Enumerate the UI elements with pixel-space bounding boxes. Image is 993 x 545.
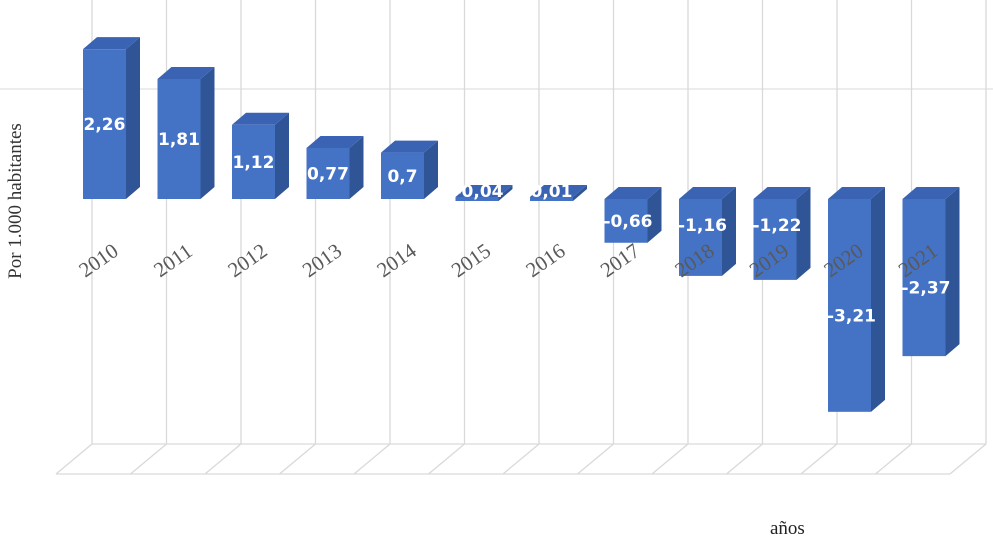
bar-side [796, 187, 811, 280]
bar-top [157, 66, 215, 79]
bar-side [424, 140, 438, 199]
data-label: 0,01 [531, 182, 573, 202]
bar-side [498, 185, 513, 201]
bar-top [381, 140, 438, 153]
bar-2012 [232, 112, 289, 199]
x-tick-label: 2017 [596, 238, 644, 282]
floor-divider [577, 443, 614, 475]
bar-top [530, 185, 587, 197]
x-tick-label: 2015 [447, 238, 495, 282]
data-label: 1,12 [233, 153, 275, 173]
bar-2019 [753, 187, 811, 280]
data-label: -1,16 [678, 216, 727, 236]
bar-2010 [83, 37, 140, 199]
floor-divider [502, 443, 540, 475]
bar-front [902, 199, 946, 357]
bar-top [753, 187, 811, 199]
bar-front [455, 197, 499, 201]
bar-front [381, 152, 424, 199]
bar-front [604, 199, 648, 243]
bar-top [455, 185, 513, 197]
floor-divider [130, 443, 167, 475]
x-tick-label: 2013 [298, 238, 346, 282]
x-tick-labels: 2010 2011 2012 2013 2014 2015 2016 2017 2018 2019… [74, 238, 942, 282]
bar-top [679, 187, 736, 199]
bar-top [83, 37, 140, 50]
bar-front [530, 197, 573, 201]
data-label: 0,77 [307, 164, 349, 184]
x-tick-label: 2016 [521, 238, 569, 282]
floor-divider [875, 443, 912, 475]
data-label: -2,37 [902, 279, 951, 299]
bar-top [604, 187, 662, 199]
floor-divider [949, 443, 987, 475]
bar-side [647, 187, 662, 243]
bar-front [679, 199, 722, 276]
floor-divider [800, 443, 838, 475]
chart-bars [83, 37, 960, 412]
bar-side [275, 112, 289, 199]
floor-divider [428, 443, 465, 475]
x-tick-label: 2014 [372, 238, 421, 282]
bar-top [232, 112, 289, 125]
bar-front [306, 147, 350, 199]
data-label: 2,26 [84, 115, 126, 135]
data-labels: 2,26 1,81 1,12 0,77 0,7 -0,04 0,01 -0,66 -1,16 -1… [84, 115, 951, 326]
floor-divider [204, 443, 242, 475]
data-label: -0,04 [455, 182, 504, 202]
bar-side [349, 135, 364, 199]
bar-2011 [157, 66, 215, 199]
bar-front [83, 49, 126, 199]
bar-top [902, 187, 960, 199]
bar-front [157, 78, 201, 199]
bar-side [200, 66, 215, 199]
bar-2014 [381, 140, 438, 199]
bar-side [573, 185, 587, 201]
floor-divider [279, 443, 316, 475]
bar-side [722, 187, 736, 276]
data-label: -3,21 [827, 306, 876, 326]
y-axis-label-text: Por 1.000 habitantes [5, 123, 26, 279]
bar-2013 [306, 135, 364, 199]
x-tick-label: 2011 [149, 239, 197, 282]
bar-2016 [530, 185, 587, 201]
floor-divider [651, 443, 689, 475]
data-label: -1,22 [753, 216, 802, 236]
bar-2017 [604, 187, 662, 243]
bar-side [126, 37, 140, 199]
floor-divider [55, 443, 93, 475]
bar-front [232, 124, 275, 199]
bar-top [828, 187, 885, 199]
x-axis-label: años [770, 518, 805, 539]
bar-2020 [828, 187, 885, 412]
data-label: 0,7 [387, 167, 417, 187]
x-tick-label: 2010 [74, 238, 122, 282]
bar-2015 [455, 185, 513, 201]
bar-top [306, 135, 364, 148]
bar-front [828, 199, 871, 412]
bar-front [753, 199, 797, 280]
bar-side [945, 187, 960, 357]
x-tick-label: 2012 [223, 238, 271, 282]
bar-side [871, 187, 885, 412]
data-label: 1,81 [158, 130, 200, 150]
data-label: -0,66 [604, 212, 653, 232]
bar-2018 [679, 187, 736, 276]
bar-2021 [902, 187, 960, 357]
floor-divider [353, 443, 391, 475]
floor-divider [726, 443, 763, 475]
